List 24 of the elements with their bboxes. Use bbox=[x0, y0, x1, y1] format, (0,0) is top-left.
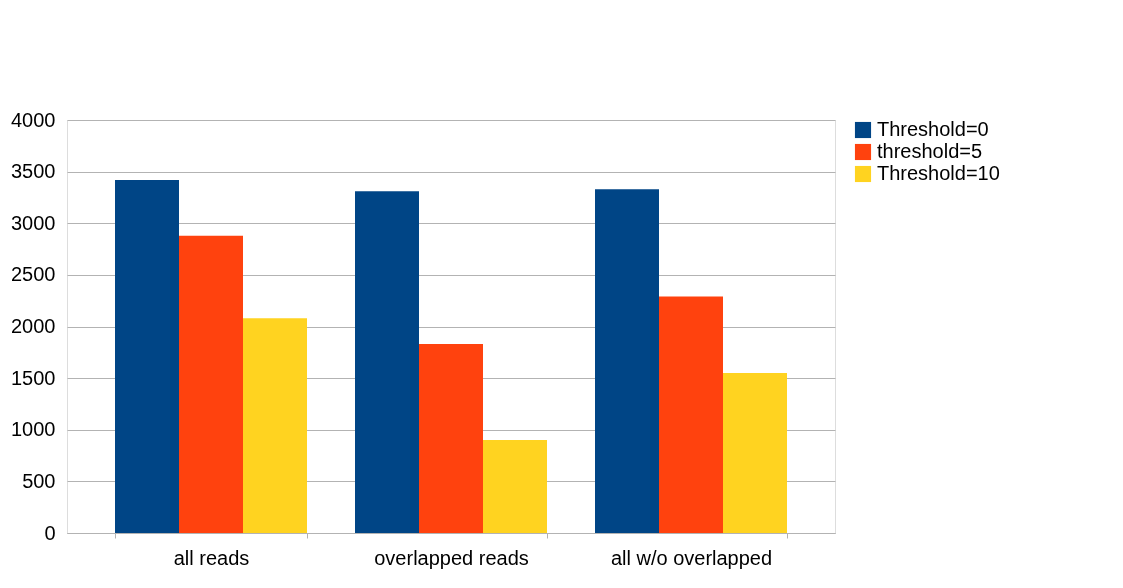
bar bbox=[483, 440, 547, 533]
y-tick-label: 2000 bbox=[11, 315, 56, 337]
bar bbox=[723, 372, 787, 533]
bar bbox=[115, 179, 179, 533]
y-tick-label: 0 bbox=[44, 521, 56, 544]
bar bbox=[419, 344, 483, 533]
y-tick-label: 2500 bbox=[11, 263, 56, 286]
legend-label: Threshold=0 bbox=[877, 118, 989, 140]
y-tick-label: 3500 bbox=[11, 160, 56, 183]
y-tick-label: 4000 bbox=[11, 108, 56, 131]
x-tick-label: all reads bbox=[173, 546, 250, 569]
y-tick-label: 3000 bbox=[11, 211, 56, 234]
legend-label: threshold=5 bbox=[877, 140, 983, 162]
y-tick-label: 1500 bbox=[11, 366, 56, 389]
y-tick-label: 500 bbox=[22, 469, 56, 492]
x-tick-label: all w/o overlapped bbox=[610, 546, 773, 569]
bar bbox=[179, 235, 243, 533]
bar bbox=[243, 318, 307, 533]
bar bbox=[595, 189, 659, 533]
x-tick-label: overlapped reads bbox=[374, 546, 529, 569]
bar bbox=[355, 191, 419, 533]
y-tick-label: 1000 bbox=[11, 418, 56, 441]
bar bbox=[659, 296, 723, 533]
legend-label: Threshold=10 bbox=[877, 162, 1000, 184]
